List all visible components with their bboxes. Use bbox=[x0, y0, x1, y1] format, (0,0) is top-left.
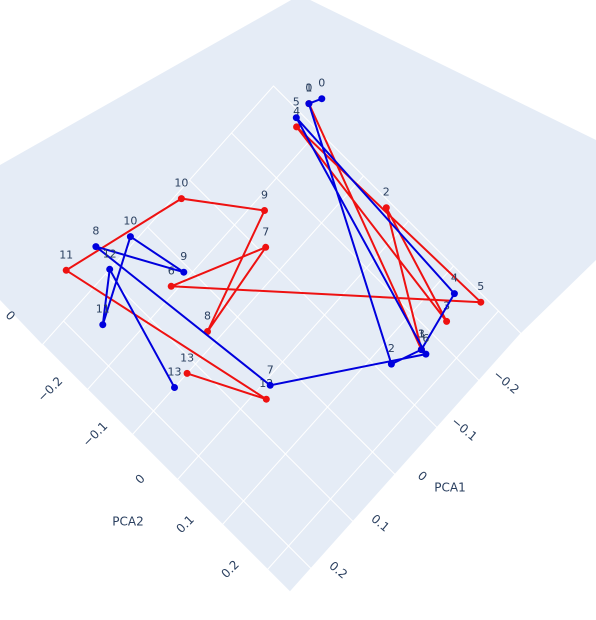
point-label: 3 bbox=[418, 328, 425, 341]
point-label: 6 bbox=[168, 264, 175, 277]
x-tick-label: 0 bbox=[415, 468, 430, 484]
point bbox=[422, 350, 430, 358]
y-tick-label: 0.2 bbox=[218, 557, 241, 580]
point-label: 9 bbox=[180, 250, 187, 263]
y-tick-label: 0 bbox=[132, 471, 147, 486]
z-tick-label: 0 bbox=[3, 308, 18, 323]
y-tick-label: 0.1 bbox=[173, 512, 196, 535]
point-label: 5 bbox=[477, 280, 484, 293]
point bbox=[266, 381, 274, 389]
point-label: 0 bbox=[305, 82, 312, 95]
point bbox=[443, 317, 451, 325]
point bbox=[305, 100, 313, 108]
x-grid-line bbox=[105, 273, 354, 522]
point bbox=[171, 384, 178, 391]
point bbox=[106, 265, 114, 273]
point bbox=[450, 290, 458, 298]
point-label: 10 bbox=[174, 177, 188, 190]
point-label: 11 bbox=[59, 248, 73, 261]
point-label: 8 bbox=[92, 225, 99, 238]
point bbox=[262, 395, 270, 403]
x-tick-label: 0.2 bbox=[327, 559, 351, 582]
point-label: 5 bbox=[293, 96, 300, 109]
x-grid-line bbox=[189, 179, 438, 428]
y-grid-line bbox=[177, 220, 409, 480]
x-axis-title: PCA1 bbox=[434, 481, 465, 495]
point-label: 0 bbox=[318, 77, 325, 90]
point bbox=[292, 114, 300, 122]
point-label: 13 bbox=[168, 366, 182, 379]
point-label: 12 bbox=[103, 247, 117, 260]
point bbox=[382, 204, 390, 212]
x-tick-label: 0.1 bbox=[369, 512, 393, 535]
y-grid-line bbox=[132, 175, 364, 435]
x-grid-line bbox=[231, 132, 480, 381]
y-tick-label: −0.1 bbox=[80, 419, 111, 450]
point bbox=[167, 282, 175, 290]
y-axis-title: PCA2 bbox=[112, 515, 143, 529]
point-label: 2 bbox=[383, 186, 390, 199]
point-label: 6 bbox=[422, 332, 429, 345]
point bbox=[92, 243, 100, 251]
point bbox=[126, 233, 134, 241]
point-label: 10 bbox=[123, 215, 137, 228]
x-grid-line bbox=[147, 226, 396, 475]
point-label: 7 bbox=[262, 225, 269, 238]
point-label: 11 bbox=[96, 303, 110, 316]
point bbox=[261, 207, 268, 214]
point bbox=[262, 243, 270, 251]
x-grid-line bbox=[63, 320, 312, 569]
point-label: 9 bbox=[261, 189, 268, 202]
floor bbox=[41, 85, 522, 593]
point bbox=[62, 266, 70, 274]
series-line bbox=[64, 103, 484, 401]
y-grid-line bbox=[222, 265, 454, 525]
point bbox=[180, 268, 188, 276]
x-tick-label: −0.2 bbox=[491, 367, 522, 396]
point-label: 1 bbox=[418, 328, 425, 341]
point bbox=[183, 369, 191, 377]
series-line bbox=[95, 97, 456, 388]
y-tick-label: −0.2 bbox=[35, 374, 66, 405]
point-label: 4 bbox=[451, 272, 458, 285]
point-label: 13 bbox=[180, 351, 194, 364]
point bbox=[293, 123, 301, 131]
y-grid-line bbox=[267, 310, 499, 570]
point bbox=[177, 195, 185, 203]
point bbox=[99, 321, 107, 329]
point bbox=[387, 360, 395, 368]
point bbox=[417, 346, 425, 354]
point-label: 4 bbox=[293, 105, 300, 118]
point-label: 7 bbox=[267, 363, 274, 376]
point-label: 1 bbox=[305, 82, 312, 95]
point bbox=[318, 95, 326, 103]
point-label: 2 bbox=[388, 342, 395, 355]
point bbox=[477, 298, 485, 306]
x-tick-label: −0.1 bbox=[449, 414, 480, 443]
point-label: 8 bbox=[204, 310, 211, 323]
y-grid-line bbox=[87, 130, 319, 390]
